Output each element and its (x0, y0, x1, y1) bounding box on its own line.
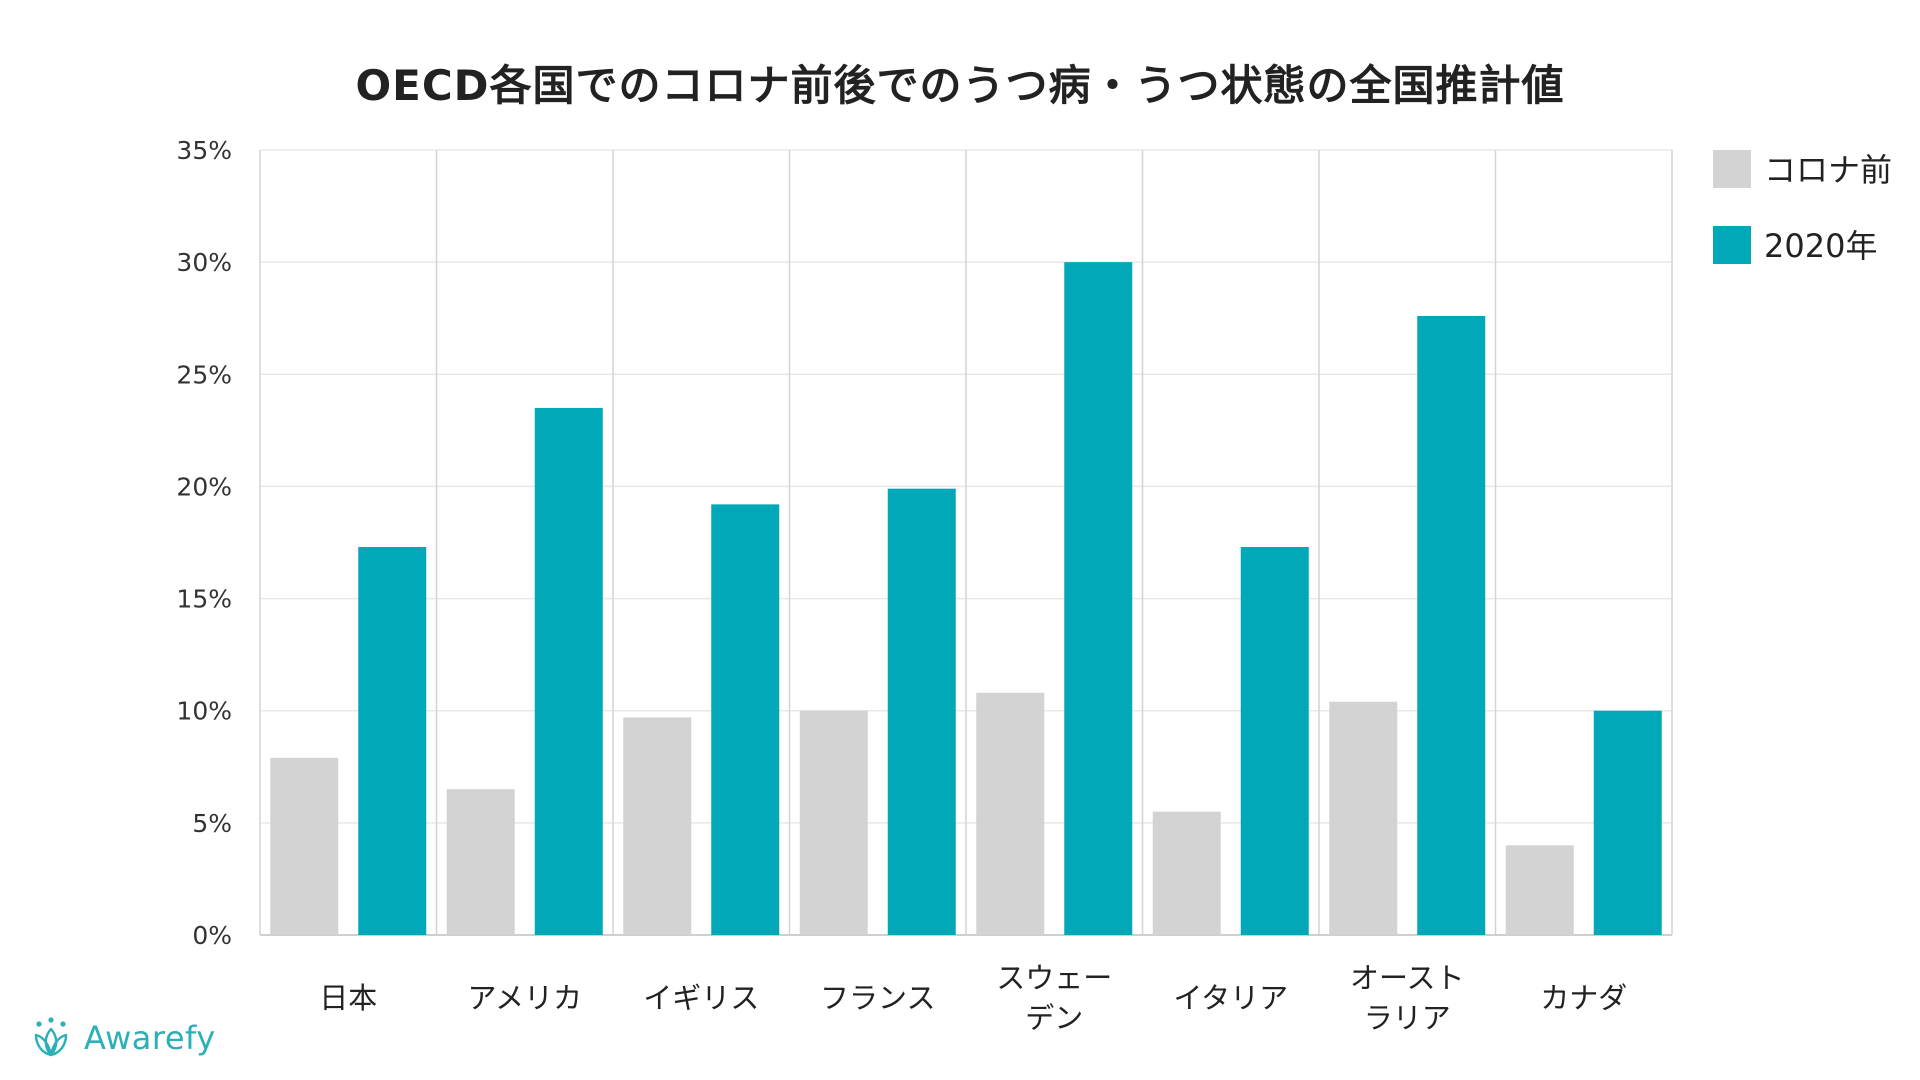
bar-before-covid (1505, 845, 1574, 935)
legend: コロナ前 2020年 (1713, 150, 1892, 265)
lotus-icon (34, 1017, 68, 1057)
y-tick-label: 5% (192, 809, 232, 838)
legend-swatch (1713, 150, 1751, 188)
bar-2020 (887, 488, 956, 935)
bar-2020 (1240, 546, 1309, 935)
x-category-label: 日本 (319, 981, 377, 1015)
bar-2020 (711, 504, 780, 935)
bar-before-covid (976, 692, 1045, 935)
x-category-label: カナダ (1540, 981, 1627, 1015)
x-category-label: イギリス (643, 981, 759, 1015)
bar-2020 (1593, 710, 1662, 935)
legend-label: コロナ前 (1764, 151, 1892, 189)
bar-before-covid (270, 757, 339, 935)
y-tick-label: 0% (192, 921, 232, 950)
y-tick-label: 25% (176, 360, 232, 389)
bar-2020 (358, 546, 427, 935)
bar-2020 (534, 407, 603, 935)
bars-layer (270, 262, 1662, 936)
y-tick-label: 10% (176, 697, 232, 726)
x-category-label: スウェーデン (996, 961, 1112, 1035)
chart-title: OECD各国でのコロナ前後でのうつ病・うつ状態の全国推計値 (355, 61, 1565, 110)
y-axis-ticks: 0% 5% 10% 15% 20% 25% 30% 35% (176, 136, 232, 950)
x-category-label: オーストラリア (1350, 961, 1465, 1035)
x-category-label: フランス (820, 981, 935, 1015)
y-tick-label: 30% (176, 248, 232, 277)
y-tick-label: 20% (176, 472, 232, 501)
bar-before-covid (1152, 811, 1221, 935)
bar-2020 (1417, 315, 1486, 935)
bar-before-covid (1329, 701, 1398, 935)
legend-swatch (1713, 226, 1751, 264)
x-category-label: イタリア (1173, 981, 1288, 1015)
y-tick-label: 35% (176, 136, 232, 165)
awarefy-logo: Awarefy (28, 1012, 216, 1064)
y-tick-label: 15% (176, 585, 232, 614)
x-category-label: アメリカ (467, 981, 582, 1015)
x-axis-categories: 日本 アメリカ イギリス フランス スウェーデン イタリア オーストラリア カナダ (319, 961, 1627, 1035)
bar-2020 (1064, 262, 1133, 936)
legend-label: 2020年 (1764, 227, 1877, 265)
bar-before-covid (623, 717, 692, 935)
bar-before-covid (799, 710, 868, 935)
bar-before-covid (446, 789, 515, 935)
logo-text: Awarefy (84, 1019, 216, 1057)
